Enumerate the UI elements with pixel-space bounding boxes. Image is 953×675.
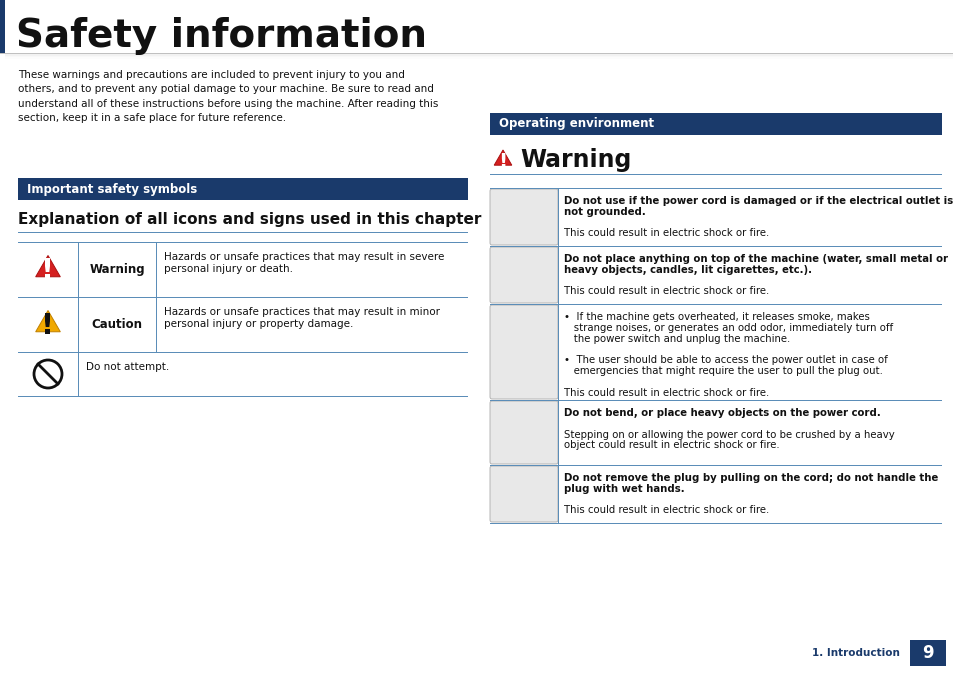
Polygon shape [494,150,511,165]
Bar [490,400,941,401]
Bar [490,304,941,400]
Text: This could result in electric shock or fire.: This could result in electric shock or f… [563,286,768,296]
Text: plug with wet hands.: plug with wet hands. [563,484,684,494]
Bar [5,55,953,57]
Text: Warning: Warning [89,263,145,276]
Text: These warnings and precautions are included to prevent injury to you and
others,: These warnings and precautions are inclu… [18,70,438,124]
FancyBboxPatch shape [490,189,558,245]
Text: Explanation of all icons and signs used in this chapter: Explanation of all icons and signs used … [18,212,481,227]
Text: •  The user should be able to access the power outlet in case of: • The user should be able to access the … [563,355,887,365]
Bar [18,352,468,353]
Text: the power switch and unplug the machine.: the power switch and unplug the machine. [563,333,789,344]
FancyBboxPatch shape [490,466,558,522]
Bar [0,0,5,53]
FancyBboxPatch shape [490,305,558,399]
Text: This could result in electric shock or fire.: This could result in electric shock or f… [563,228,768,238]
Bar [490,304,941,305]
Text: not grounded.: not grounded. [563,207,645,217]
FancyBboxPatch shape [490,401,558,464]
Bar [490,188,941,189]
Text: Do not bend, or place heavy objects on the power cord.: Do not bend, or place heavy objects on t… [563,408,880,418]
Text: This could result in electric shock or fire.: This could result in electric shock or f… [563,506,768,516]
FancyBboxPatch shape [490,247,558,303]
Bar [18,232,468,233]
Text: !: ! [497,152,507,171]
Text: 1. Introduction: 1. Introduction [811,648,899,658]
Text: Operating environment: Operating environment [498,117,654,130]
Text: Do not remove the plug by pulling on the cord; do not handle the: Do not remove the plug by pulling on the… [563,473,937,483]
Bar [490,246,941,304]
Bar [490,465,941,466]
Text: personal injury or death.: personal injury or death. [164,264,293,274]
Text: Caution: Caution [91,318,142,331]
Text: Important safety symbols: Important safety symbols [27,182,197,196]
Text: This could result in electric shock or fire.: This could result in electric shock or f… [563,387,768,398]
Text: Warning: Warning [519,148,631,172]
Text: Safety information: Safety information [16,17,427,55]
Text: object could result in electric shock or fire.: object could result in electric shock or… [563,440,779,450]
Bar [490,523,941,524]
Bar [18,178,468,200]
Bar [490,465,941,523]
Bar [490,246,941,247]
Text: heavy objects, candles, lit cigarettes, etc.).: heavy objects, candles, lit cigarettes, … [563,265,811,275]
Bar [5,54,953,55]
Text: Hazards or unsafe practices that may result in severe: Hazards or unsafe practices that may res… [164,252,444,262]
Bar [490,188,941,246]
Bar [0,53,953,54]
Circle shape [34,360,62,388]
Text: !: ! [42,313,54,340]
Bar [490,400,941,465]
Text: Hazards or unsafe practices that may result in minor: Hazards or unsafe practices that may res… [164,307,439,317]
Text: Stepping on or allowing the power cord to be crushed by a heavy: Stepping on or allowing the power cord t… [563,429,894,439]
Bar [490,113,941,135]
Text: personal injury or property damage.: personal injury or property damage. [164,319,353,329]
Text: strange noises, or generates an odd odor, immediately turn off: strange noises, or generates an odd odor… [563,323,892,333]
Polygon shape [35,310,60,332]
Text: •  If the machine gets overheated, it releases smoke, makes: • If the machine gets overheated, it rel… [563,312,869,322]
Text: emergencies that might require the user to pull the plug out.: emergencies that might require the user … [563,366,882,376]
Bar [18,297,468,298]
Text: Do not place anything on top of the machine (water, small metal or: Do not place anything on top of the mach… [563,254,947,264]
Text: 9: 9 [922,644,933,662]
Bar [909,640,945,666]
Bar [490,174,941,175]
Bar [18,396,468,397]
Text: !: ! [42,257,54,286]
Text: Do not use if the power cord is damaged or if the electrical outlet is: Do not use if the power cord is damaged … [563,196,952,206]
Polygon shape [35,256,60,277]
Text: Do not attempt.: Do not attempt. [86,362,169,372]
Bar [5,57,953,59]
Bar [18,242,468,243]
